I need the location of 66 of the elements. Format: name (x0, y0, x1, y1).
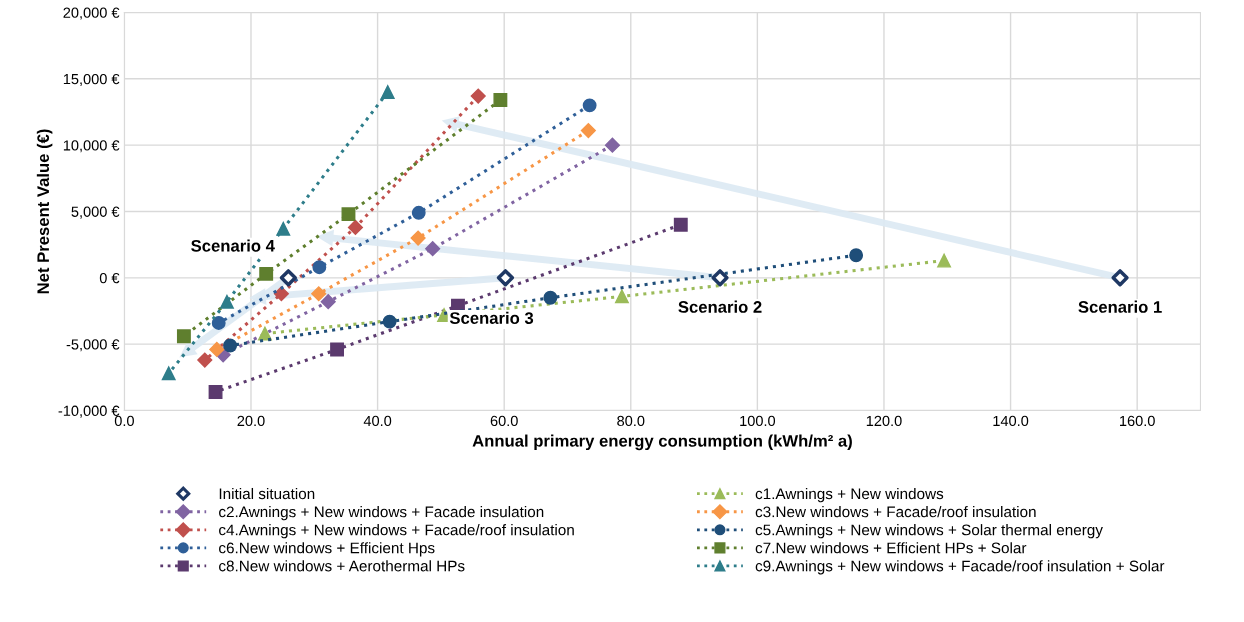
point (470, 88, 486, 104)
point (259, 266, 274, 281)
legend-label: c7.New windows + Efficient HPs + Solar (755, 542, 1027, 554)
point (496, 269, 515, 287)
point (410, 230, 426, 246)
legend-label: c9.Awnings + New windows + Facade/roof insulation + Solar (755, 560, 1165, 575)
point (937, 253, 952, 268)
point (711, 269, 729, 287)
legend-label: Initial situation (219, 487, 315, 500)
point (411, 205, 426, 220)
point (311, 286, 327, 302)
point (208, 384, 223, 399)
point (219, 294, 234, 309)
x-tick-label: 120.0 (866, 415, 902, 427)
y-axis-title: Net Present Value (€) (36, 129, 53, 294)
point (211, 315, 226, 330)
point (330, 342, 345, 357)
point (849, 248, 864, 263)
legend-label: c2.Awnings + New windows + Facade insulation (219, 506, 544, 521)
annotation: Scenario 4 (191, 239, 275, 252)
point (380, 85, 395, 100)
legend-label: c6.New windows + Efficient Hps (219, 542, 435, 557)
point (223, 338, 238, 353)
point (614, 289, 629, 304)
legend-label: c1.Awnings + New windows (755, 487, 944, 503)
legend-label: c3.New windows + Facade/roof insulation (755, 506, 1036, 518)
y-tick-label: 15,000 € (63, 73, 120, 86)
point (320, 294, 336, 310)
point (425, 241, 441, 257)
point (604, 137, 620, 153)
point (493, 93, 508, 107)
point (279, 269, 297, 287)
x-tick-label: 60.0 (490, 415, 518, 427)
x-tick-label: 100.0 (740, 415, 776, 427)
y-tick-label: 0 € (99, 272, 120, 284)
point (209, 341, 225, 358)
point (582, 98, 597, 113)
point (276, 221, 291, 236)
y-tick-label: -5,000 € (66, 339, 120, 352)
x-tick-label: 0.0 (114, 415, 134, 427)
point (347, 219, 364, 235)
x-tick-label: 80.0 (617, 415, 645, 427)
x-tick-label: 20.0 (237, 415, 265, 427)
point (1111, 269, 1129, 287)
annotation: Scenario 2 (678, 300, 762, 313)
x-tick-label: 40.0 (363, 415, 392, 427)
legend-label: c4.Awnings + New windows + Facade/roof insulation (219, 524, 574, 539)
legend-label: c8.New windows + Aerothermal HPs (219, 560, 465, 572)
point (176, 329, 191, 344)
point (580, 122, 596, 139)
legend-label: c5.Awnings + New windows + Solar thermal energy (755, 524, 1103, 539)
point (382, 314, 397, 329)
x-tick-label: 140.0 (993, 415, 1029, 427)
y-tick-label: 5,000 € (71, 206, 120, 219)
y-tick-label: 10,000 € (63, 140, 120, 153)
x-axis-title: Annual primary energy consumption (kWh/m² a) (472, 434, 852, 451)
y-tick-label: 20,000 € (63, 7, 120, 20)
annotation: Scenario 1 (1078, 300, 1162, 313)
x-tick-label: 160.0 (1120, 415, 1155, 427)
point (341, 207, 356, 222)
point (312, 260, 327, 275)
point (543, 290, 558, 305)
point (673, 217, 688, 232)
point (197, 352, 213, 368)
point (161, 366, 176, 381)
annotation: Scenario 3 (449, 311, 534, 324)
